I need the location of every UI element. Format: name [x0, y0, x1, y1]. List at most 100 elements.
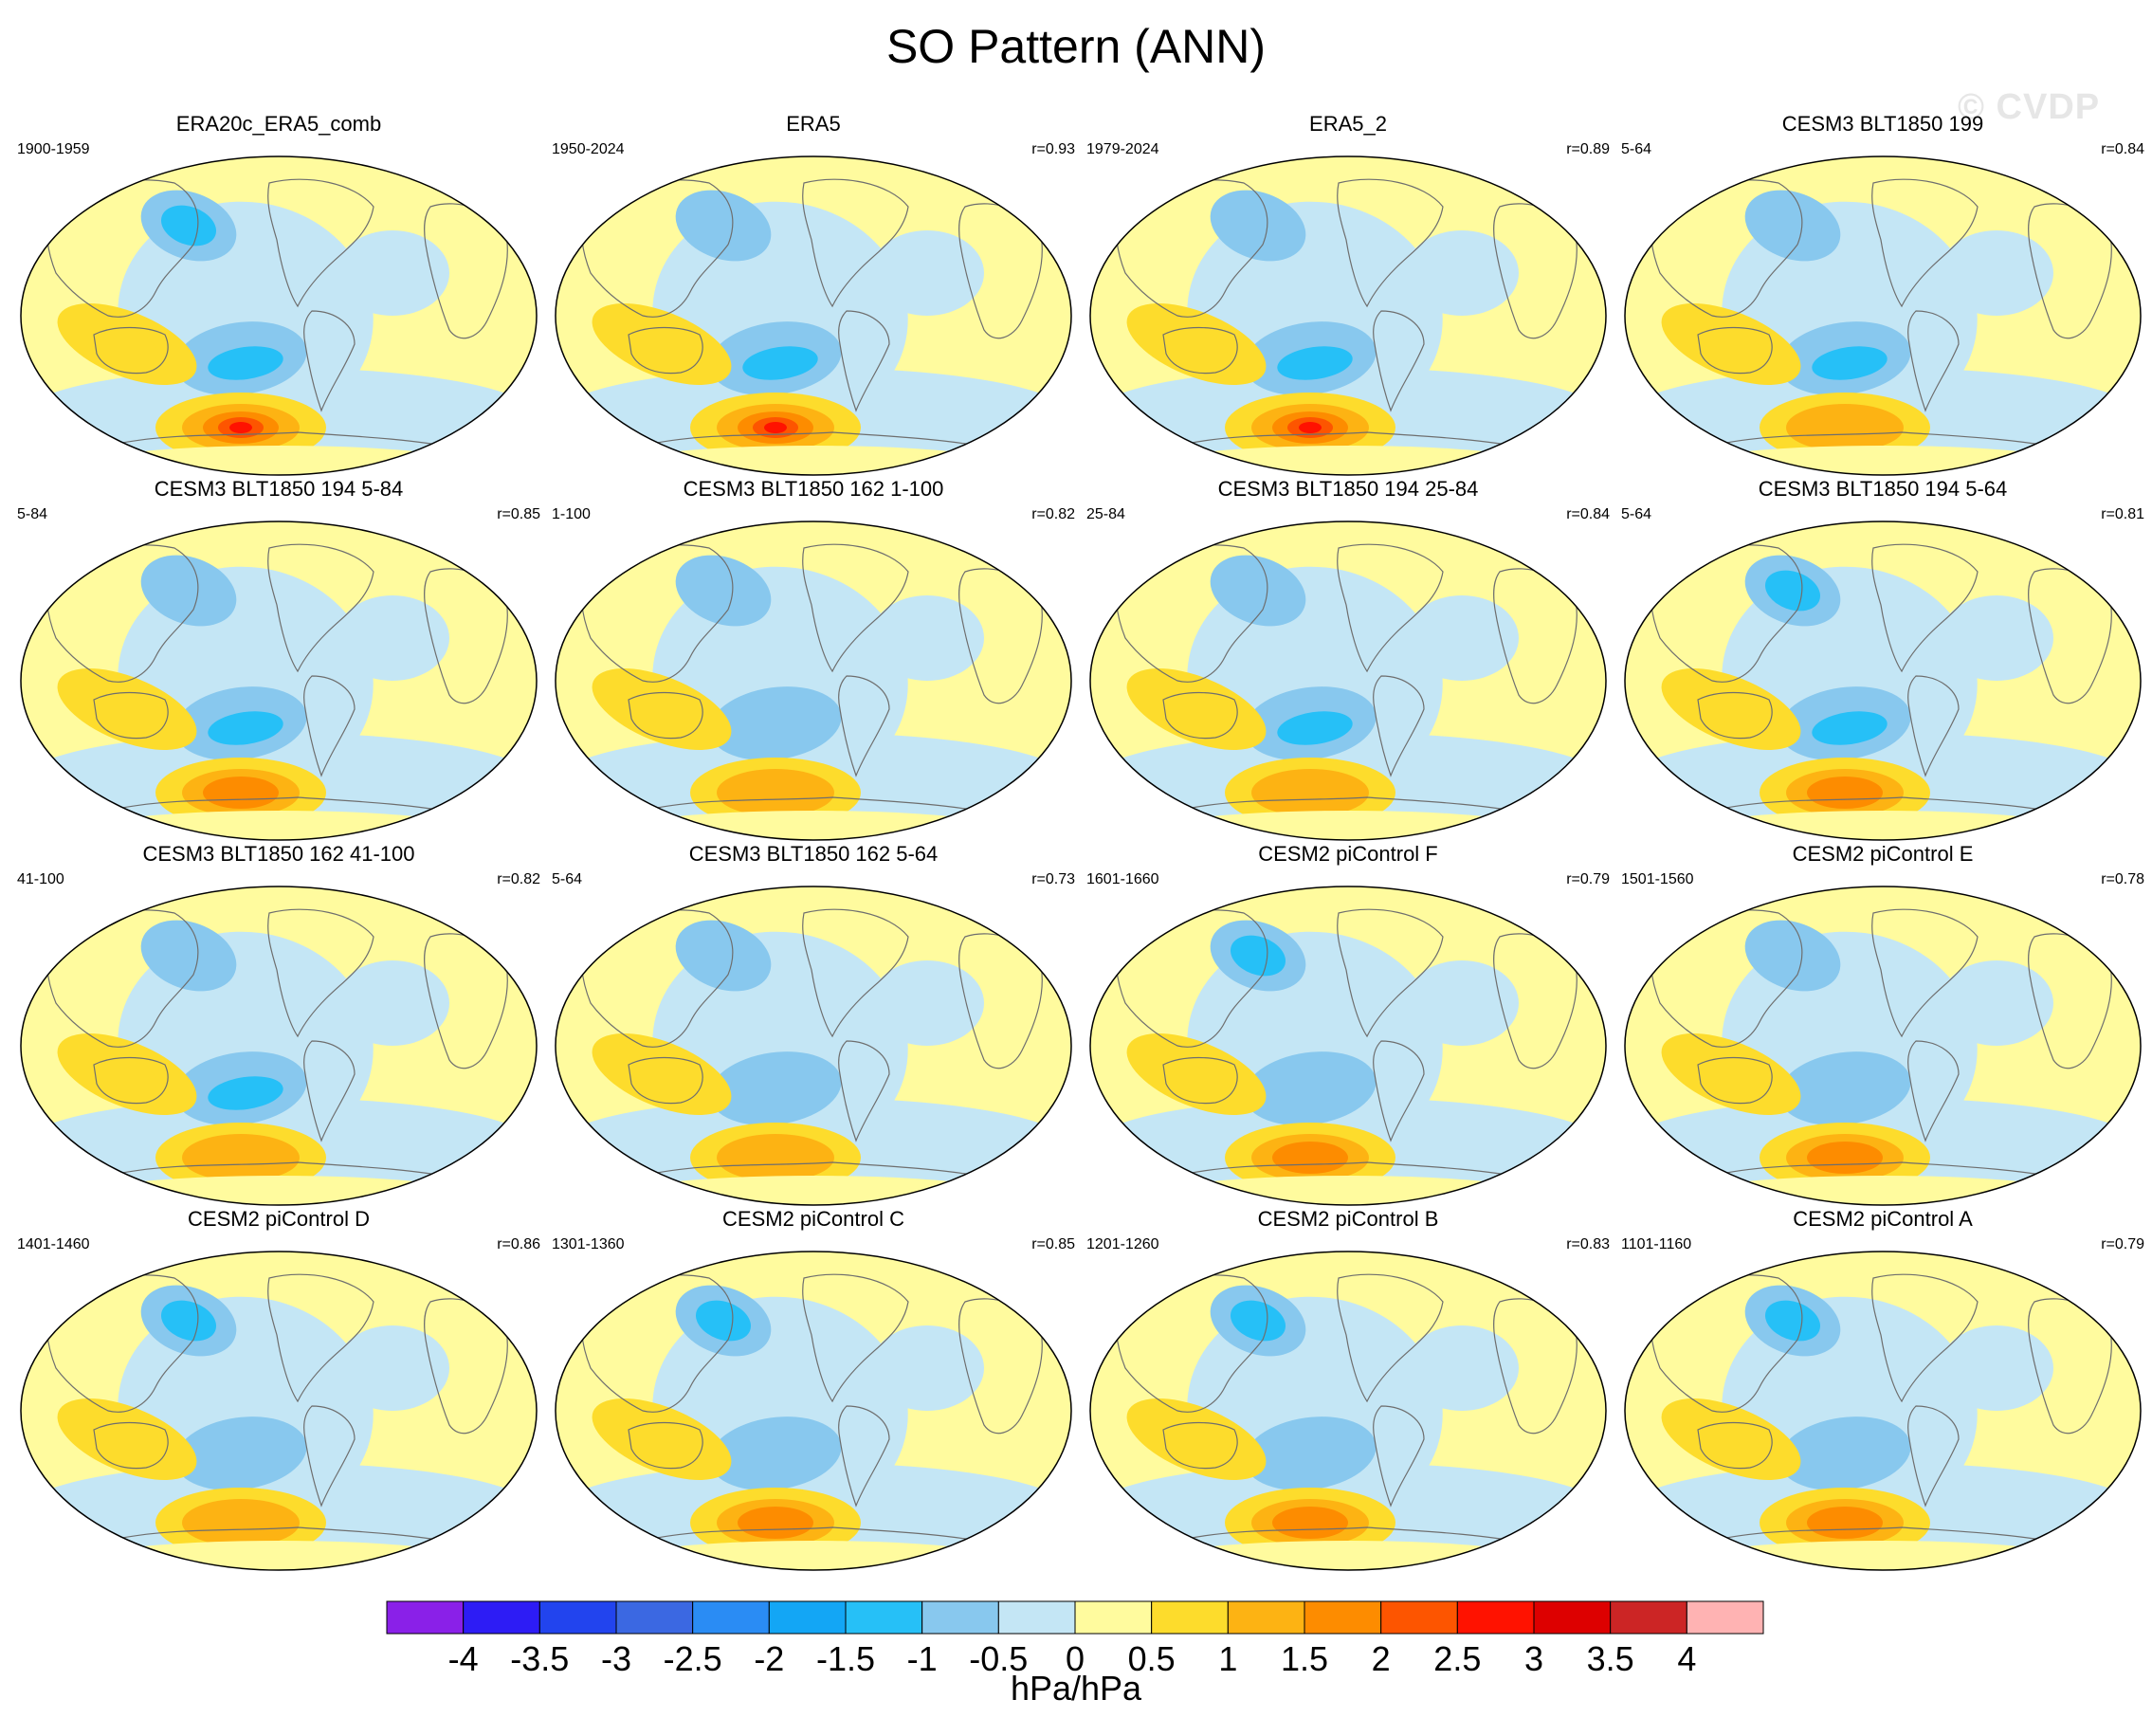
coast-antarctica	[1186, 1161, 1529, 1179]
amundsen-high-level-3	[1272, 1142, 1348, 1174]
indo-australian-high-inner	[1690, 1416, 1762, 1457]
map-panel: CESM3 BLT1850 194 25-84 25-84 r=0.84	[1083, 477, 1614, 842]
page-title: SO Pattern (ANN)	[885, 20, 1267, 73]
coast-australia	[93, 1421, 169, 1470]
indo-australian-high-inner	[621, 685, 693, 727]
coast-australia	[628, 691, 703, 740]
indo-australian-high-inner	[621, 1051, 693, 1092]
coast-antarctica	[1721, 431, 2064, 449]
coast-australia	[1162, 326, 1238, 375]
coast-north-america	[1871, 908, 1979, 1038]
coast-antarctica	[117, 1526, 460, 1544]
map-outline	[555, 1251, 1072, 1571]
amundsen-high-level-3	[1272, 1507, 1348, 1539]
north-pacific-low-outer	[675, 190, 772, 262]
coast-antarctica	[651, 431, 994, 449]
north-pacific-low-core	[1764, 570, 1821, 612]
panel-years: 1900-1959	[17, 141, 90, 157]
map-outline	[555, 155, 1072, 476]
coast-australia	[93, 1056, 169, 1105]
amundsen-high-level-3	[1807, 1507, 1883, 1539]
map-outline	[20, 521, 538, 841]
coast-asia	[1115, 544, 1268, 683]
panel-years: 5-64	[552, 871, 583, 887]
map-plot	[555, 1251, 1072, 1571]
colorbar-box	[1456, 1600, 1535, 1635]
south-pacific-low-outer	[709, 1051, 842, 1125]
north-pacific-low-outer	[675, 555, 772, 627]
coast-north-america	[267, 908, 374, 1038]
map-panel: CESM3 BLT1850 199 5-64 r=0.84	[1617, 112, 2148, 477]
map-panel: CESM2 piControl D 1401-1460 r=0.86	[13, 1207, 544, 1572]
indo-australian-high-inner	[1156, 320, 1228, 362]
panel-title: CESM3 BLT1850 194 25-84	[1217, 477, 1479, 501]
coast-north-america	[1871, 543, 1979, 673]
coast-asia	[1115, 909, 1268, 1048]
panel-correlation: r=0.73	[1031, 871, 1075, 887]
coast-asia	[1650, 544, 1803, 683]
coast-antarctica	[117, 431, 460, 449]
map-plot	[20, 521, 538, 841]
map-plot	[1089, 521, 1607, 841]
colorbar-box	[1686, 1600, 1764, 1635]
coast-antarctica	[651, 1161, 994, 1179]
coast-australia	[1697, 1421, 1773, 1470]
map-panel: ERA20c_ERA5_comb 1900-1959	[13, 112, 544, 477]
panel-correlation: r=0.79	[1566, 871, 1610, 887]
colorbar-box	[1533, 1600, 1612, 1635]
south-pacific-low-outer	[1244, 1416, 1377, 1490]
north-pacific-low-core	[160, 1300, 217, 1342]
south-pacific-low-outer	[1778, 1051, 1911, 1125]
colorbar-box	[538, 1600, 617, 1635]
panel-years: 25-84	[1086, 506, 1125, 522]
map-plot	[1089, 155, 1607, 476]
panel-correlation: r=0.84	[1566, 506, 1610, 522]
coast-south-america	[1907, 1040, 1960, 1142]
coast-antarctica	[1186, 431, 1529, 449]
indo-australian-high-inner	[1156, 1416, 1228, 1457]
south-pacific-low-core	[1812, 711, 1888, 745]
panel-title: CESM2 piControl B	[1257, 1207, 1439, 1231]
panel-correlation: r=0.86	[497, 1236, 540, 1252]
north-pacific-low-outer	[1210, 190, 1306, 262]
colorbar-box	[615, 1600, 694, 1635]
map-panel: CESM2 piControl F 1601-1660 r=0.79	[1083, 842, 1614, 1207]
south-pacific-low-outer	[174, 1416, 307, 1490]
panel-years: 1601-1660	[1086, 871, 1159, 887]
panel-title: CESM3 BLT1850 162 5-64	[688, 842, 939, 866]
colorbar-box	[463, 1600, 540, 1635]
map-outline	[1089, 886, 1607, 1206]
map-outline	[1624, 155, 2142, 476]
map-panel: ERA5_2 1979-2024 r=0.89	[1083, 112, 1614, 477]
panel-years: 1-100	[552, 506, 591, 522]
north-pacific-low-outer	[1744, 920, 1841, 992]
coast-australia	[93, 326, 169, 375]
indo-australian-high-inner	[621, 320, 693, 362]
coast-asia	[46, 179, 199, 318]
coast-asia	[46, 544, 199, 683]
coast-australia	[1697, 1056, 1773, 1105]
coast-asia	[1115, 179, 1268, 318]
panel-years: 5-64	[1621, 141, 1652, 157]
map-plot	[1624, 1251, 2142, 1571]
coast-australia	[1162, 691, 1238, 740]
amundsen-high-level-2	[1786, 404, 1904, 451]
coast-south-america	[838, 1405, 890, 1508]
panel-correlation: r=0.78	[2101, 871, 2144, 887]
south-pacific-low-outer	[709, 1416, 842, 1490]
coast-asia	[46, 909, 199, 1048]
coast-south-america	[838, 675, 890, 777]
amundsen-high-level-3	[203, 777, 279, 809]
indo-australian-high-inner	[86, 685, 158, 727]
colorbar-box	[845, 1600, 923, 1635]
coast-asia	[580, 1274, 734, 1413]
south-pacific-low-core	[1277, 346, 1353, 380]
coast-south-america	[1907, 675, 1960, 777]
map-panel: CESM2 piControl A 1101-1160 r=0.79	[1617, 1207, 2148, 1572]
panel-title: CESM3 BLT1850 194 5-84	[154, 477, 404, 501]
south-pacific-low-core	[208, 1076, 283, 1110]
north-atlantic-negative-region	[336, 595, 449, 681]
colorbar-box	[768, 1600, 847, 1635]
north-atlantic-negative-region	[870, 960, 984, 1046]
coast-south-america	[303, 675, 356, 777]
